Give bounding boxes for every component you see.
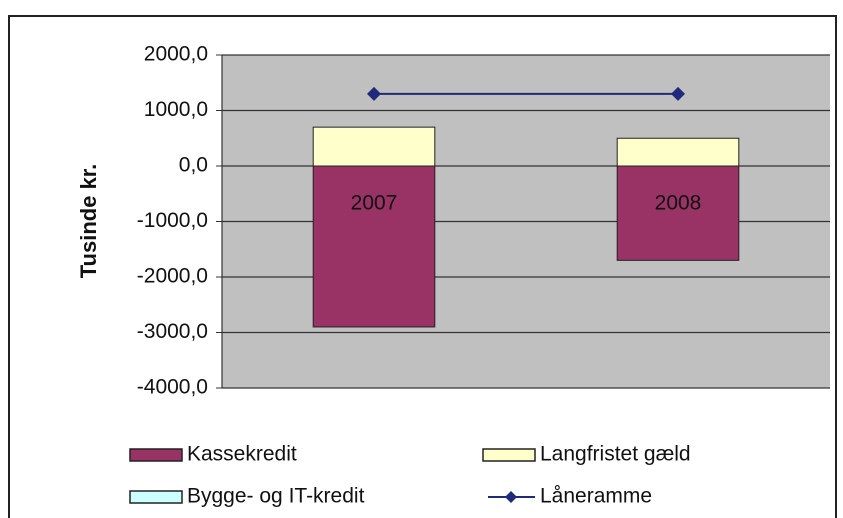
- bar: [312, 126, 436, 167]
- legend-label: Låneramme: [540, 485, 652, 508]
- line-marker: [367, 86, 381, 101]
- y-tick-label: -4000,0: [137, 376, 208, 399]
- legend-label: Langfristet gæld: [540, 443, 691, 466]
- y-tick-label: -2000,0: [137, 265, 208, 288]
- y-tick-label: 0,0: [179, 154, 208, 177]
- line-marker: [671, 86, 685, 101]
- legend-label: Kassekredit: [187, 443, 297, 466]
- legend-swatch: [482, 448, 536, 462]
- legend-swatch: [129, 490, 183, 504]
- x-tick-label: 2008: [655, 192, 702, 215]
- bar: [616, 137, 740, 167]
- x-tick-label: 2007: [351, 192, 398, 215]
- legend-label: Bygge- og IT-kredit: [187, 485, 365, 508]
- legend-marker: [505, 491, 517, 503]
- y-tick-label: -1000,0: [137, 209, 208, 232]
- legend-swatch: [129, 448, 183, 462]
- y-tick-label: -3000,0: [137, 320, 208, 343]
- y-tick-label: 1000,0: [144, 98, 208, 121]
- chart-border: [8, 15, 837, 518]
- bar: [312, 165, 436, 328]
- y-axis-label: Tusinde kr.: [76, 164, 101, 279]
- y-tick-label: 2000,0: [144, 43, 208, 66]
